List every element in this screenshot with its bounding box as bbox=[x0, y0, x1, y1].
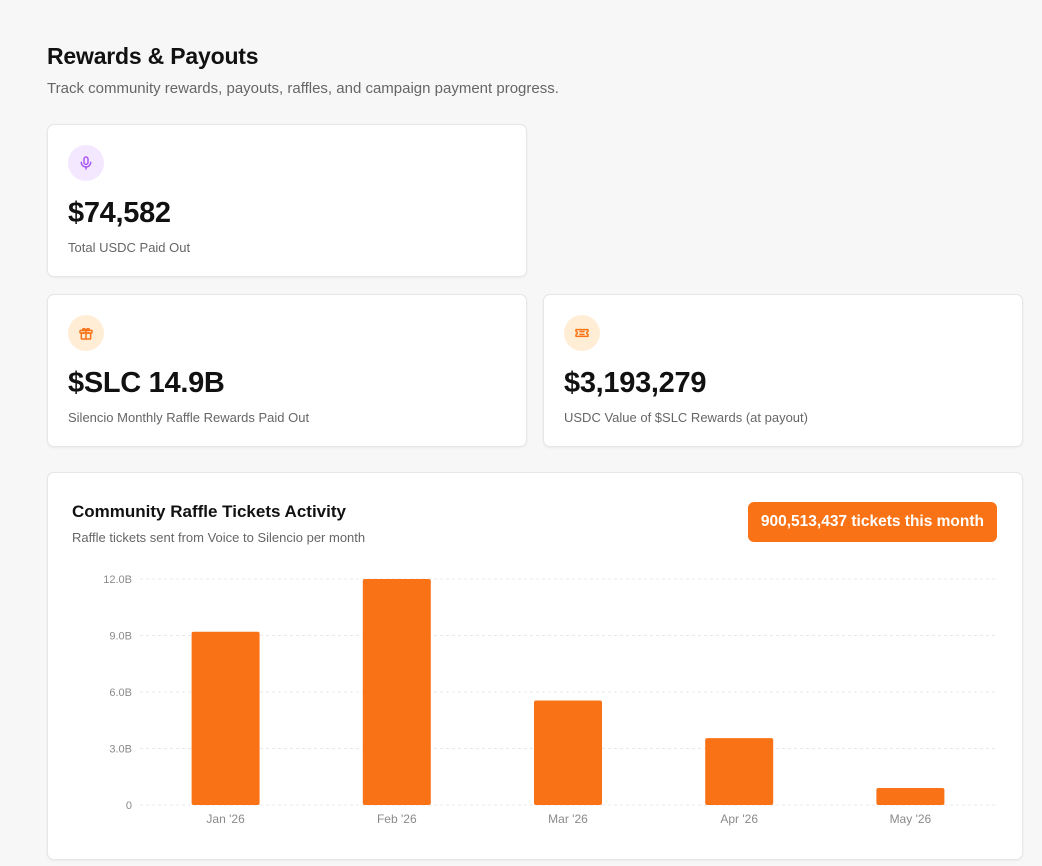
bar[interactable] bbox=[705, 738, 774, 805]
stat-label: Silencio Monthly Raffle Rewards Paid Out bbox=[68, 410, 310, 425]
chart-title: Community Raffle Tickets Activity bbox=[72, 502, 346, 521]
x-category-label: Feb '26 bbox=[377, 812, 417, 826]
stat-card-raffle-rewards: $SLC 14.9B Silencio Monthly Raffle Rewar… bbox=[47, 294, 527, 447]
y-tick-label: 0 bbox=[126, 800, 132, 812]
x-category-label: May '26 bbox=[890, 812, 932, 826]
stat-card-usdc-value: $3,193,279 USDC Value of $SLC Rewards (a… bbox=[543, 294, 1023, 447]
stat-label: USDC Value of $SLC Rewards (at payout) bbox=[564, 410, 808, 425]
bar[interactable] bbox=[191, 631, 260, 805]
bar[interactable] bbox=[362, 579, 431, 805]
chart-subtitle: Raffle tickets sent from Voice to Silenc… bbox=[72, 530, 366, 545]
stat-label: Total USDC Paid Out bbox=[68, 240, 191, 255]
bar[interactable] bbox=[876, 788, 945, 805]
y-tick-label: 9.0B bbox=[109, 631, 132, 643]
page-subtitle: Track community rewards, payouts, raffle… bbox=[47, 80, 559, 97]
page-title: Rewards & Payouts bbox=[47, 43, 259, 69]
tickets-this-month-badge: 900,513,437 tickets this month bbox=[747, 502, 997, 542]
stat-card-usdc-paid: $74,582 Total USDC Paid Out bbox=[47, 124, 527, 277]
y-tick-label: 3.0B bbox=[109, 744, 132, 756]
bar-chart: 0 3.0B 6.0B 9.0B 12.0B Jan '26 Feb '26 Mar '26 A… bbox=[103, 574, 996, 826]
x-category-label: Apr '26 bbox=[720, 812, 758, 826]
x-category-label: Jan '26 bbox=[206, 812, 245, 826]
y-tick-label: 6.0B bbox=[109, 687, 132, 699]
y-tick-label: 12.0B bbox=[103, 574, 132, 586]
chart-card: Community Raffle Tickets Activity Raffle… bbox=[47, 472, 1023, 860]
stat-value: $74,582 bbox=[68, 197, 171, 229]
ticket-icon bbox=[564, 315, 600, 351]
bar[interactable] bbox=[534, 700, 602, 805]
stat-value: $SLC 14.9B bbox=[68, 367, 225, 399]
microphone-icon bbox=[68, 145, 104, 181]
gift-icon bbox=[68, 315, 104, 351]
stat-value: $3,193,279 bbox=[564, 367, 707, 399]
x-category-label: Mar '26 bbox=[548, 812, 588, 826]
